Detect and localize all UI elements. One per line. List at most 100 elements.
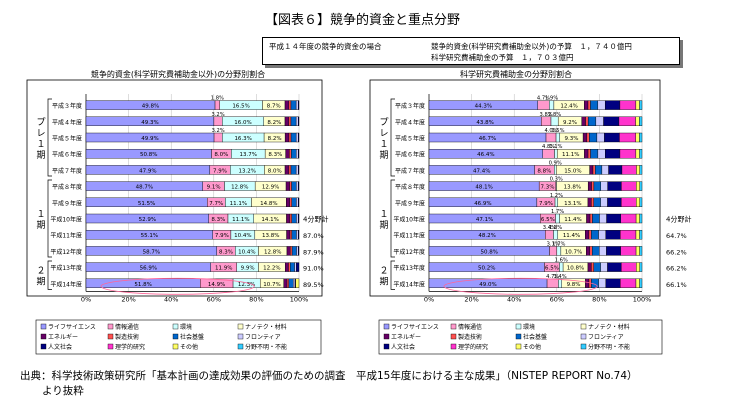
bar-segment <box>589 246 593 256</box>
bar-segment <box>595 116 604 127</box>
bar-segment <box>635 213 640 224</box>
category-label: 平成７年度 <box>395 167 425 175</box>
bar-segment <box>545 132 557 143</box>
data-label: 3.8% <box>540 112 553 118</box>
chart-panel-1: 競争的資金(科学研究費補助金以外)の分野別割合 0% 20% 40% 60% 80% 100… <box>26 69 328 355</box>
budget-note-box: 平成１４年度の競争的資金の場合 競争的資金(科学研究費補助金以外)の予算 １，７… <box>262 37 680 65</box>
bar-segment <box>288 262 291 272</box>
period-label-char: 期 <box>379 220 388 231</box>
bar-segment <box>286 246 291 256</box>
data-label: 11.4% <box>564 217 581 223</box>
bar-segment <box>593 181 601 191</box>
bar-segment <box>290 116 297 127</box>
category-label: 平成11年度 <box>393 232 425 240</box>
data-label: 1.7% <box>551 209 564 215</box>
data-label: 12.9% <box>262 185 279 191</box>
bar-segment <box>591 262 594 272</box>
bar-segment <box>584 148 589 159</box>
data-label: 7.9% <box>539 201 553 207</box>
legend-label: 製造技術 <box>458 333 482 341</box>
bar-segment <box>545 229 554 240</box>
data-label: 9.1% <box>207 185 221 191</box>
bar-segment <box>298 116 300 127</box>
data-label: 16.0% <box>234 120 251 126</box>
source-note: 出典：科学技術政策研究所「基本計画の達成効果の評価のための調査 平成15年度にお… <box>20 369 720 399</box>
category-label: 平成６年度 <box>52 151 82 159</box>
data-label: 10.4% <box>238 249 255 255</box>
data-label: 12.8% <box>264 249 281 255</box>
bar-segment <box>288 116 292 127</box>
data-label: 11.1% <box>230 201 247 207</box>
bar-segment <box>636 197 640 208</box>
bar-segment <box>289 213 293 224</box>
bar-segment <box>607 262 622 272</box>
category-label: 平成８年度 <box>395 183 425 191</box>
bar-segment <box>286 197 291 208</box>
data-label: 16.5% <box>232 104 249 110</box>
data-label: 46.9% <box>474 201 491 207</box>
bar-segment <box>296 229 299 240</box>
bar-segment <box>620 229 637 240</box>
bar-segment <box>593 197 601 208</box>
data-label: 47.1% <box>476 217 493 223</box>
bar-segment <box>605 278 621 288</box>
bar-segment <box>537 100 550 110</box>
legend-label: その他 <box>523 343 541 351</box>
data-label: 43.8% <box>476 120 493 126</box>
bar-segment <box>295 278 300 288</box>
data-label: 15.0% <box>564 168 581 174</box>
chart-frame <box>369 79 661 297</box>
bar-segment <box>214 100 220 110</box>
bar-segment <box>298 132 300 143</box>
data-label: 46.4% <box>477 152 494 158</box>
bar-segment <box>600 181 608 191</box>
legend-swatch <box>40 333 47 340</box>
bar-segment <box>291 246 297 256</box>
bar-segment <box>585 229 590 240</box>
bar-segment <box>635 229 640 240</box>
data-label: 51.8% <box>134 282 151 288</box>
data-label: 12.2% <box>263 266 280 272</box>
bar-segment <box>587 181 592 191</box>
bar-segment <box>296 148 299 159</box>
bar-segment <box>639 100 643 110</box>
bar-segment <box>288 132 292 143</box>
side-label: 4分野計 <box>303 214 328 223</box>
bar-segment <box>620 278 637 288</box>
bar-segment <box>293 278 296 288</box>
legend-swatch <box>515 323 522 330</box>
legend-label: 情報通信 <box>458 323 482 331</box>
legend-swatch <box>580 333 587 340</box>
legend-swatch <box>383 323 390 330</box>
category-label: 平成３年度 <box>395 102 425 110</box>
legend-swatch <box>383 333 390 340</box>
bar-segment <box>285 148 290 159</box>
bar-segment <box>554 148 558 159</box>
side-value: 89.5% <box>303 281 324 289</box>
bar-segment <box>554 165 557 175</box>
legend-swatch <box>172 343 179 350</box>
period-label-char: レ <box>36 129 45 139</box>
bar-segment <box>284 116 290 127</box>
legend-swatch <box>107 323 114 330</box>
category-label: 平成９年度 <box>395 199 425 207</box>
data-label: 56.9% <box>140 266 157 272</box>
data-label: 12.4% <box>560 104 577 110</box>
legend-swatch <box>237 343 244 350</box>
data-label: 8.2% <box>267 120 281 126</box>
side-value: 91.0% <box>303 265 324 273</box>
bar-segment <box>298 181 300 191</box>
legend-label: フロンティア <box>245 334 281 341</box>
period-bracket <box>390 260 395 290</box>
data-label: 46.7% <box>479 136 496 142</box>
bar-segment <box>596 132 605 143</box>
data-label: 48.1% <box>475 185 492 191</box>
period-label-char: 期 <box>36 150 45 161</box>
bar-segment <box>586 246 591 256</box>
period-label-char: ２ <box>36 267 45 277</box>
category-label: 平成12年度 <box>393 248 425 256</box>
bar-segment <box>587 148 591 159</box>
data-label: 4.8% <box>542 144 555 150</box>
bar-segment <box>590 148 599 159</box>
bar-segment <box>289 229 293 240</box>
